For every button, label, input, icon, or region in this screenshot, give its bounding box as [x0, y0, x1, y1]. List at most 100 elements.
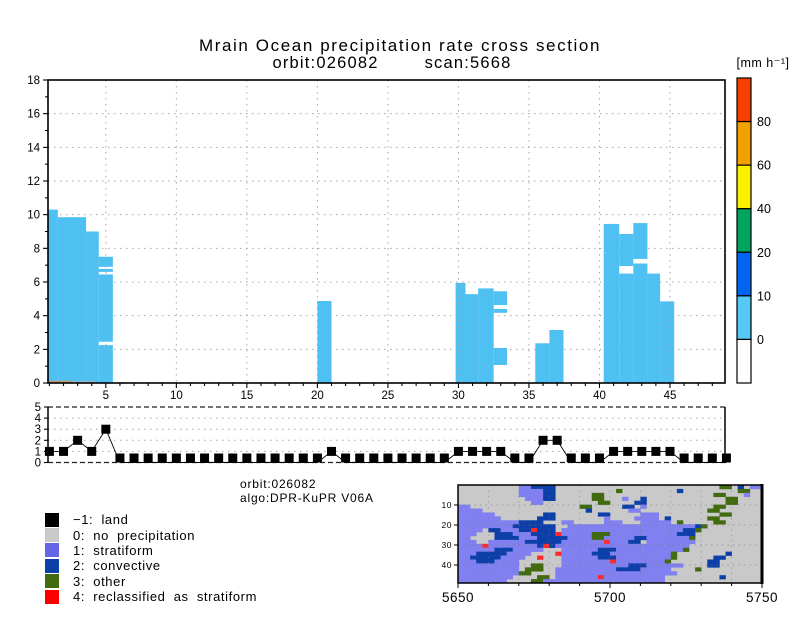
map-cell [616, 543, 623, 549]
map-cell [664, 528, 672, 533]
map-cell [567, 571, 574, 576]
map-cell [470, 571, 477, 576]
y-tick-label: 10 [27, 210, 40, 222]
map-cell [585, 551, 593, 556]
main-plot: 5 10 15 20 25 30 35 40 45 0 2 4 6 8 10 12 14 16 18 [27, 75, 726, 402]
map-cell [530, 520, 538, 525]
map-cell [567, 555, 574, 560]
map-cell [488, 516, 495, 521]
rain-type-marker [73, 435, 83, 445]
map-cell [719, 512, 726, 517]
rain-type-marker [566, 453, 576, 463]
map-cell [622, 524, 629, 529]
map-cell [622, 543, 629, 549]
map-cell [646, 535, 653, 541]
map-cell [616, 535, 623, 541]
map-cell [646, 524, 653, 529]
map-cell [597, 535, 605, 541]
map-cell [603, 555, 611, 560]
map-cell [518, 488, 526, 494]
rain-type-marker [129, 453, 139, 463]
map-cell [591, 539, 599, 545]
map-cell [464, 504, 471, 509]
map-cell [579, 567, 586, 572]
map-cell [470, 520, 477, 525]
map-cell [524, 571, 532, 576]
map-cell [634, 555, 641, 560]
x-tick-label: 40 [593, 390, 606, 402]
rain-type-marker [256, 453, 266, 463]
map-cell [689, 539, 696, 545]
info-block: orbit:026082 algo:DPR-KuPR V06A [240, 477, 374, 505]
map-cell [561, 559, 568, 564]
map-cell [488, 547, 495, 552]
map-cell [616, 547, 623, 552]
map-cell [640, 563, 647, 568]
map-cell [646, 571, 653, 576]
map-cell [470, 528, 477, 533]
rain-type-marker [594, 453, 604, 463]
map-cell [713, 559, 720, 564]
map-cell [634, 532, 641, 537]
map-cell [549, 535, 556, 541]
map-cell [530, 579, 538, 584]
legend-row: −1: land [45, 512, 257, 527]
map-cell [524, 543, 532, 549]
map-cell [676, 520, 684, 525]
map-cell [707, 563, 714, 568]
map-cell [561, 528, 568, 533]
map-cell [622, 547, 629, 552]
map-cell [543, 492, 550, 498]
map-cell [470, 579, 477, 584]
map-cell [652, 532, 659, 537]
colorbar-tick-label: 0 [757, 333, 764, 347]
map-cell [518, 543, 526, 549]
map-cell [670, 543, 678, 549]
colorbar-tick-label: 60 [757, 159, 771, 173]
map-cell [701, 524, 708, 529]
map-cell [597, 500, 605, 505]
map-cell [634, 563, 641, 568]
map-cell [646, 543, 653, 549]
map-cell [670, 528, 678, 533]
map-x-tick-label: 5650 [441, 590, 475, 605]
precip-rect [493, 347, 508, 365]
map-cell [646, 520, 653, 525]
map-cell [555, 532, 562, 537]
map-cell [488, 571, 495, 576]
map-cell [573, 539, 580, 545]
map-cell [646, 575, 653, 580]
map-cell [616, 532, 623, 537]
map-cell [512, 535, 520, 541]
map-cell [476, 528, 483, 533]
map-cell [610, 555, 617, 560]
map-cell [610, 547, 617, 552]
map-cell [555, 579, 562, 584]
map-cell [573, 559, 580, 564]
precip-rect [660, 301, 675, 383]
rain-type-marker [468, 446, 478, 456]
map-cell [646, 512, 653, 517]
map-cell [597, 528, 605, 533]
map-cell [640, 500, 647, 505]
y-tick-label: 3 [35, 424, 41, 436]
map-cell [488, 524, 495, 529]
map-cell [664, 543, 672, 549]
map-cell [530, 492, 538, 498]
map-cell [622, 528, 629, 533]
map-cell [555, 567, 562, 572]
rain-type-marker [637, 446, 647, 456]
map-cell [725, 500, 732, 505]
map-cell [591, 567, 599, 572]
map-cell [591, 496, 599, 501]
map-cell [640, 555, 647, 560]
map-cell [573, 571, 580, 576]
map-cell [530, 539, 538, 545]
rain-type-marker [101, 424, 111, 434]
map-cell [628, 571, 635, 576]
map-cell [537, 524, 544, 529]
rain-type-marker [679, 453, 689, 463]
map-cell [470, 532, 477, 537]
map-cell [597, 567, 605, 572]
